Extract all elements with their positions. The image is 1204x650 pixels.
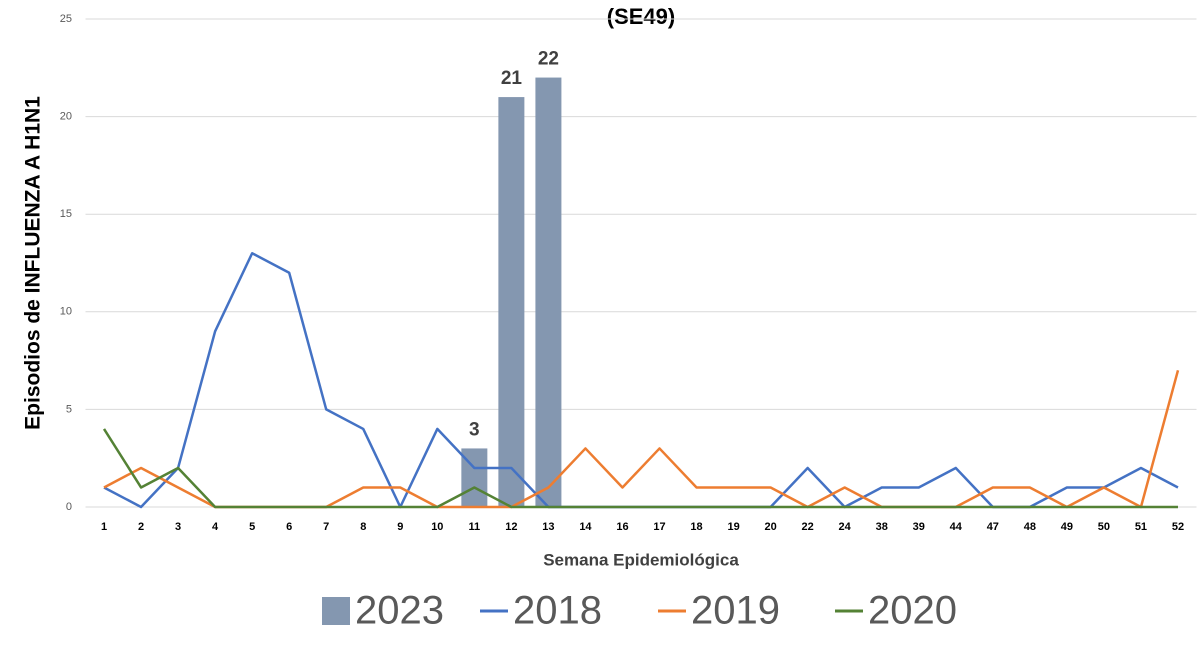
x-tick-label: 13 (542, 521, 554, 533)
x-tick-label: 5 (249, 521, 255, 533)
chart-title: (SE49) (607, 4, 675, 29)
line (103, 370, 1180, 509)
legend-swatch (322, 597, 350, 625)
line (102, 428, 1178, 509)
x-tick-label: 11 (469, 521, 481, 533)
legend-label: 2018 (513, 589, 602, 633)
x-tick-label: 47 (987, 521, 999, 533)
legend-label: 2019 (691, 589, 780, 633)
x-tick-label: 24 (839, 521, 852, 533)
x-tick-label: 14 (579, 521, 592, 533)
x-tick-label: 19 (727, 521, 739, 533)
x-tick-label: 8 (360, 521, 366, 533)
legend-label: 2023 (355, 589, 444, 633)
y-tick-label: 20 (60, 111, 72, 123)
y-tick-label: 15 (60, 208, 72, 220)
x-tick-label: 38 (876, 521, 888, 533)
x-tick-label: 1 (101, 521, 107, 533)
x-tick-label: 12 (505, 521, 517, 533)
legend-label: 2020 (868, 589, 957, 633)
x-tick-label: 6 (286, 521, 292, 533)
bar (535, 77, 562, 507)
data-label: 22 (538, 49, 559, 70)
x-tick-label: 20 (764, 521, 776, 533)
data-label: 3 (469, 419, 480, 440)
x-tick-label: 10 (431, 521, 443, 533)
x-tick-label: 51 (1135, 521, 1147, 533)
x-tick-label: 49 (1061, 521, 1073, 533)
y-axis-label: Episodios de INFLUENZA A H1N1 (22, 96, 45, 430)
x-tick-label: 44 (950, 521, 963, 533)
x-tick-label: 50 (1098, 521, 1110, 533)
x-tick-label: 4 (212, 521, 219, 533)
x-tick-label: 2 (138, 521, 144, 533)
x-tick-label: 39 (913, 521, 925, 533)
x-tick-label: 3 (175, 521, 181, 533)
x-tick-label: 22 (802, 521, 814, 533)
x-tick-label: 48 (1024, 521, 1036, 533)
y-tick-label: 5 (66, 403, 72, 415)
x-tick-label: 16 (616, 521, 628, 533)
x-tick-label: 9 (397, 521, 403, 533)
y-tick-label: 25 (60, 13, 72, 25)
y-tick-label: 10 (60, 306, 72, 318)
x-tick-label: 18 (690, 521, 702, 533)
y-tick-label: 0 (66, 501, 72, 513)
x-axis-label: Semana Epidemiológica (543, 550, 739, 569)
x-tick-label: 7 (323, 521, 329, 533)
x-tick-label: 17 (653, 521, 665, 533)
bar (498, 97, 525, 507)
x-tick-label: 52 (1172, 521, 1184, 533)
data-label: 21 (501, 68, 523, 89)
